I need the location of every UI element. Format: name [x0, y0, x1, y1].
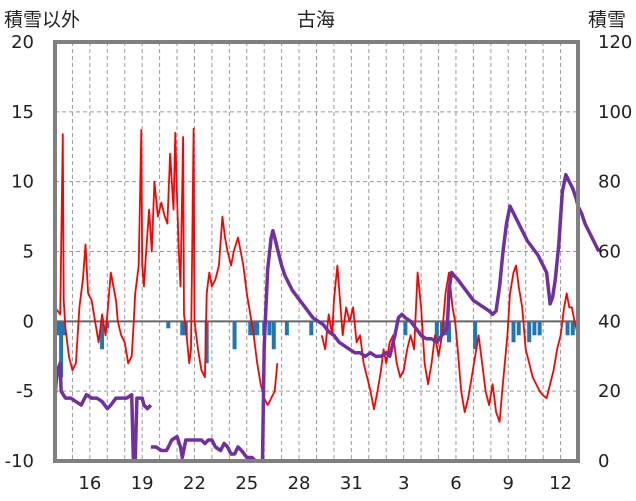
y-right-tick-label: 60 [598, 242, 621, 263]
x-tick-label: 31 [340, 473, 363, 494]
x-tick-label: 22 [183, 473, 206, 494]
precipitation-bar [255, 321, 260, 336]
x-tick-label: 25 [235, 473, 258, 494]
y-right-tick-label: 0 [598, 451, 609, 472]
y-right-tick-label: 100 [598, 102, 632, 123]
chart-title: 古海 [297, 9, 335, 31]
y-right-tick-label: 120 [598, 32, 632, 53]
temperature-line [54, 127, 279, 406]
y-right-axis-label: 積雪 [588, 9, 626, 31]
precipitation-bar [284, 321, 289, 336]
x-tick-label: 19 [131, 473, 154, 494]
x-ticks: 16 19 22 25 28 31 3 6 9 12 [78, 473, 572, 494]
series-lines [53, 127, 601, 463]
precipitation-bar [267, 321, 272, 336]
x-tick-label: 12 [549, 473, 572, 494]
precipitation-bar [61, 321, 66, 336]
x-tick-label: 6 [450, 473, 461, 494]
precipitation-bar [434, 321, 439, 343]
precipitation-bar [309, 321, 314, 336]
snow-depth-line [150, 172, 601, 463]
y-left-tick-label: 20 [11, 32, 34, 53]
x-tick-label: 9 [503, 473, 514, 494]
precipitation-bar [511, 321, 516, 343]
y-left-tick-label: 5 [23, 242, 34, 263]
y-left-tick-label: -10 [5, 451, 34, 472]
precipitation-bar [565, 321, 570, 336]
precipitation-bar [271, 321, 276, 350]
y-right-tick-label: 20 [598, 381, 621, 402]
y-right-tick-label: 80 [598, 172, 621, 193]
y-left-tick-label: 15 [11, 102, 34, 123]
y-left-tick-label: 0 [23, 311, 34, 332]
y-left-tick-label: -5 [16, 381, 34, 402]
precipitation-bar [59, 321, 64, 378]
x-tick-label: 3 [398, 473, 409, 494]
precipitation-bars [56, 321, 580, 378]
y-right-ticks: 120 100 80 60 40 20 0 [598, 32, 632, 472]
precipitation-bar [473, 321, 478, 350]
precipitation-bar [516, 321, 521, 336]
y-left-ticks: 20 15 10 5 0 -5 -10 [5, 32, 34, 472]
precipitation-bar [248, 321, 253, 336]
precipitation-bar [537, 321, 542, 336]
precipitation-bar [570, 321, 575, 336]
precipitation-bar [204, 321, 209, 364]
precipitation-bar [527, 321, 532, 343]
temperature-line [320, 264, 579, 423]
y-right-tick-label: 40 [598, 311, 621, 332]
precipitation-bar [166, 321, 171, 329]
plot-frame [53, 40, 580, 463]
precipitation-bar [180, 321, 185, 336]
x-tick-label: 28 [288, 473, 311, 494]
snow-depth-line [53, 361, 153, 463]
precipitation-bar [56, 321, 61, 336]
precipitation-bar [232, 321, 237, 350]
precipitation-bar [532, 321, 537, 336]
x-tick-label: 16 [78, 473, 101, 494]
precipitation-bar [100, 321, 105, 350]
precipitation-bar [403, 321, 408, 336]
precipitation-bar [446, 321, 451, 343]
y-left-tick-label: 10 [11, 172, 34, 193]
precipitation-bar [251, 321, 256, 336]
y-left-axis-label: 積雪以外 [4, 9, 80, 31]
